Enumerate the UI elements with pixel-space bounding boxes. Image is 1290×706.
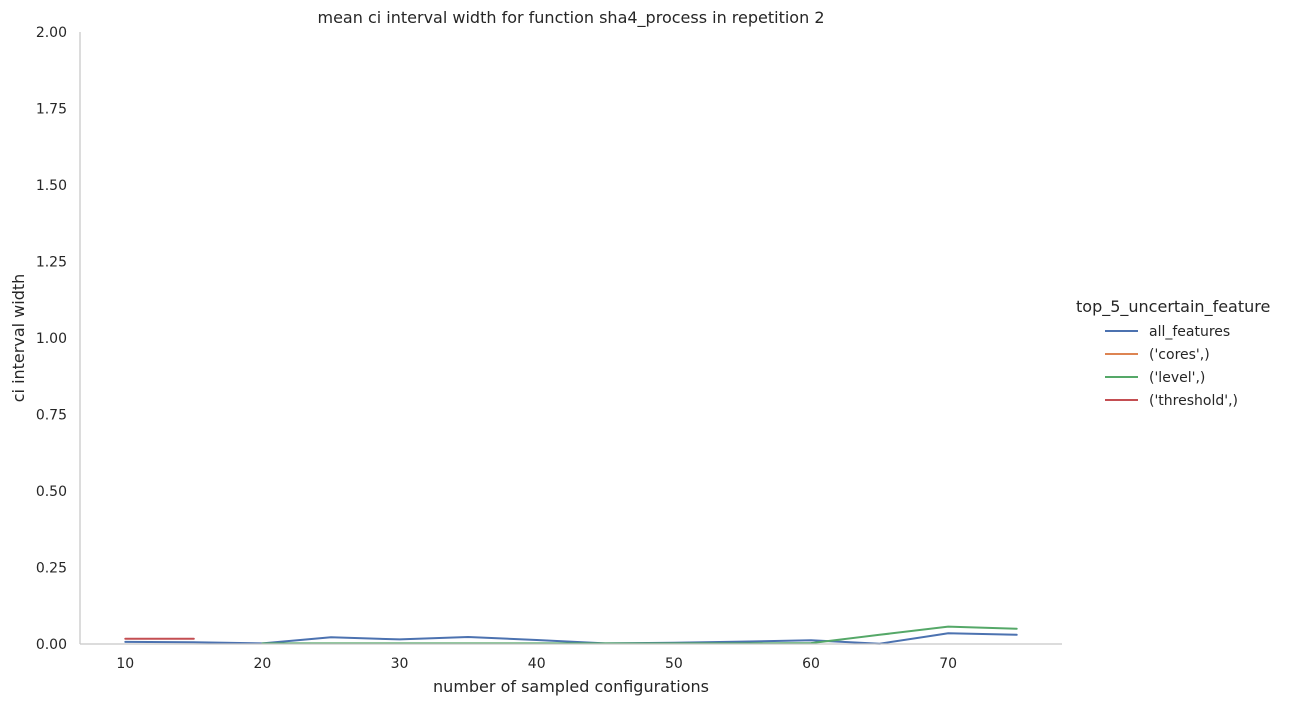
x-tick-label: 40 — [528, 656, 546, 672]
legend-item: ('cores',) — [1105, 347, 1210, 363]
legend-label: all_features — [1149, 324, 1230, 340]
series-line — [124, 632, 1018, 645]
legend: top_5_uncertain_feature all_features ('co… — [1076, 297, 1270, 409]
y-axis-label: ci interval width — [9, 274, 28, 403]
y-tick-labels: 0.00 0.25 0.50 0.75 1.00 1.25 1.50 1.75 2.00 — [36, 25, 67, 653]
legend-item: ('level',) — [1105, 370, 1205, 386]
x-axis-label: number of sampled configurations — [433, 677, 709, 696]
x-tick-label: 70 — [939, 656, 957, 672]
x-tick-label: 30 — [391, 656, 409, 672]
y-tick-label: 0.75 — [36, 408, 67, 424]
y-tick-label: 2.00 — [36, 25, 67, 41]
legend-items: all_features ('cores',) ('level',) ('thresh… — [1105, 324, 1238, 409]
legend-label: ('cores',) — [1149, 347, 1210, 363]
y-tick-label: 1.25 — [36, 255, 67, 271]
legend-item: ('threshold',) — [1105, 393, 1238, 409]
legend-item: all_features — [1105, 324, 1230, 340]
x-tick-label: 20 — [253, 656, 271, 672]
legend-title: top_5_uncertain_feature — [1076, 297, 1270, 317]
y-tick-label: 0.25 — [36, 561, 67, 577]
x-tick-label: 60 — [802, 656, 820, 672]
chart-title: mean ci interval width for function sha4… — [318, 8, 825, 28]
y-tick-label: 1.75 — [36, 102, 67, 118]
y-tick-label: 0.00 — [36, 637, 67, 653]
y-tick-label: 1.50 — [36, 178, 67, 194]
series-layer — [124, 625, 1018, 645]
x-tick-label: 50 — [665, 656, 683, 672]
x-tick-labels: 10 20 30 40 50 60 70 — [116, 656, 957, 672]
y-tick-label: 0.50 — [36, 484, 67, 500]
legend-label: ('level',) — [1149, 370, 1205, 386]
legend-label: ('threshold',) — [1149, 393, 1238, 409]
x-tick-label: 10 — [116, 656, 134, 672]
plot-area — [79, 32, 1062, 645]
y-tick-label: 1.00 — [36, 331, 67, 347]
